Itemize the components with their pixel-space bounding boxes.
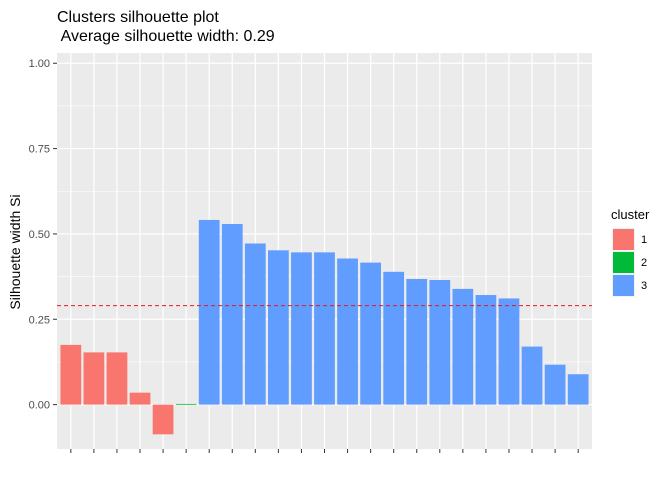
bar-cluster-3 <box>291 252 312 405</box>
y-axis: 0.00 0.25 0.50 0.75 1.00 <box>29 58 57 412</box>
bar-cluster-3 <box>383 271 405 405</box>
bar-cluster-3 <box>429 280 451 405</box>
y-tick-label: 1.00 <box>29 58 50 70</box>
bar-cluster-3 <box>475 295 497 405</box>
bars-group <box>60 219 589 435</box>
legend-swatch-3 <box>613 275 634 296</box>
bar-cluster-3 <box>198 219 220 405</box>
y-tick-label: 0.50 <box>29 229 50 241</box>
legend-label-2: 2 <box>641 257 647 269</box>
bar-cluster-3 <box>544 364 566 405</box>
bar-cluster-3 <box>452 288 474 405</box>
bar-cluster-3 <box>567 374 589 405</box>
legend-label-1: 1 <box>641 234 647 246</box>
bar-cluster-3 <box>244 243 266 405</box>
legend-title: cluster <box>611 207 650 222</box>
bar-cluster-3 <box>498 298 520 405</box>
bar-cluster-3 <box>406 278 428 405</box>
bar-cluster-2 <box>175 403 197 405</box>
bar-cluster-1 <box>152 404 174 435</box>
y-tick-label: 0.00 <box>29 400 50 412</box>
chart-title: Clusters silhouette plot <box>57 9 219 26</box>
bar-cluster-1 <box>129 392 151 405</box>
bar-cluster-3 <box>268 250 289 405</box>
bar-cluster-3 <box>360 262 381 405</box>
bar-cluster-1 <box>106 352 128 405</box>
bar-cluster-3 <box>337 258 358 405</box>
x-axis <box>70 449 579 453</box>
y-tick-label: 0.25 <box>29 314 50 326</box>
bar-cluster-3 <box>221 224 243 405</box>
bar-cluster-1 <box>83 352 105 405</box>
legend-swatch-1 <box>613 229 634 250</box>
legend-swatch-2 <box>613 252 634 273</box>
legend: cluster 1 2 3 <box>611 207 650 297</box>
y-tick-label: 0.75 <box>29 144 50 156</box>
bar-cluster-3 <box>314 252 335 405</box>
bar-cluster-3 <box>521 346 543 405</box>
y-axis-title: Silhouette width Si <box>7 194 23 309</box>
legend-label-3: 3 <box>641 280 647 292</box>
bar-cluster-1 <box>60 344 82 405</box>
chart-subtitle: Average silhouette width: 0.29 <box>57 28 275 45</box>
